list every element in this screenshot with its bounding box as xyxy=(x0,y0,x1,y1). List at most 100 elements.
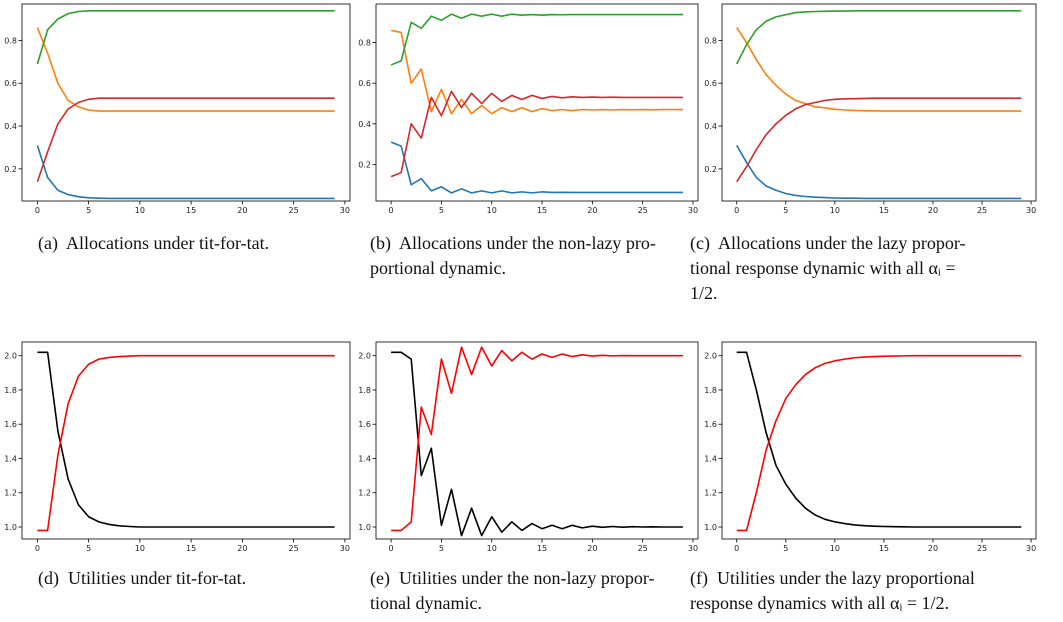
x-tick-label: 30 xyxy=(340,206,350,215)
x-tick-label: 0 xyxy=(389,544,394,553)
y-tick-label: 0.2 xyxy=(358,160,371,169)
series-line-2 xyxy=(390,13,683,66)
series-line-1 xyxy=(37,354,335,532)
y-tick-label: 2.0 xyxy=(358,352,371,361)
x-tick-label: 30 xyxy=(1026,206,1036,215)
chart-e-svg: 0 5 10 15 20 25 30 1.0 1.2 1.4 1.6 1.8 2.0 xyxy=(358,341,699,553)
y-tick-label: 1.8 xyxy=(4,386,17,395)
x-tick-label: 25 xyxy=(638,206,648,215)
x-tick-label: 20 xyxy=(928,206,938,215)
y-tick-label: 1.2 xyxy=(4,489,17,498)
axes-frame xyxy=(375,341,699,540)
series-line-1 xyxy=(36,27,335,112)
chart-e: 0 5 10 15 20 25 30 1.0 1.2 1.4 1.6 1.8 2.0 xyxy=(352,338,699,553)
y-tick-label: 2.0 xyxy=(4,352,17,361)
x-tick-label: 5 xyxy=(783,544,788,553)
chart-a: 0 5 10 15 20 25 30 0.2 0.4 0.6 0.8 xyxy=(0,0,351,215)
x-tick-label: 5 xyxy=(439,544,444,553)
y-tick-label: 1.4 xyxy=(4,454,17,463)
y-tick-label: 0.4 xyxy=(704,122,717,131)
series-line-1 xyxy=(736,354,1022,532)
chart-c: 0 5 10 15 20 25 30 0.2 0.4 0.6 0.8 xyxy=(700,0,1063,215)
y-tick-label: 1.0 xyxy=(4,523,17,532)
series-line-0 xyxy=(736,351,1022,528)
series-line-2 xyxy=(36,10,335,65)
x-tick-label: 0 xyxy=(35,544,40,553)
x-tick-label: 5 xyxy=(439,206,444,215)
x-tick-label: 15 xyxy=(537,544,547,553)
series-line-3 xyxy=(36,97,335,182)
caption-d: (d) Utilities under tit-for-tat. xyxy=(38,568,247,588)
series-line-0 xyxy=(391,351,683,537)
x-tick-label: 25 xyxy=(289,206,299,215)
y-tick-label: 0.2 xyxy=(704,165,717,174)
x-tick-label: 5 xyxy=(86,206,91,215)
x-tick-label: 30 xyxy=(1026,544,1036,553)
y-tick-label: 0.6 xyxy=(358,79,371,88)
y-tick-label: 1.4 xyxy=(358,454,371,463)
y-tick-label: 1.4 xyxy=(704,454,717,463)
x-tick-label: 15 xyxy=(879,206,889,215)
series-line-0 xyxy=(390,141,683,194)
chart-b-svg: 0 5 10 15 20 25 30 0.2 0.4 0.6 0.8 xyxy=(358,3,699,215)
series-line-1 xyxy=(736,27,1022,112)
x-tick-label: 25 xyxy=(638,544,648,553)
y-tick-label: 2.0 xyxy=(704,352,717,361)
x-tick-label: 15 xyxy=(186,206,196,215)
y-tick-label: 1.0 xyxy=(358,523,371,532)
x-tick-label: 15 xyxy=(186,544,196,553)
axes-frame xyxy=(721,341,1037,540)
y-tick-label: 0.8 xyxy=(704,36,717,45)
series-line-0 xyxy=(37,351,335,528)
x-tick-label: 20 xyxy=(237,544,247,553)
chart-c-svg: 0 5 10 15 20 25 30 0.2 0.4 0.6 0.8 xyxy=(704,3,1037,215)
y-tick-label: 1.0 xyxy=(704,523,717,532)
x-tick-label: 10 xyxy=(135,544,145,553)
x-tick-label: 0 xyxy=(734,544,739,553)
series-line-3 xyxy=(390,90,683,178)
x-tick-label: 30 xyxy=(688,544,698,553)
caption-a: (a) Allocations under tit-for-tat. xyxy=(38,233,270,253)
chart-b: 0 5 10 15 20 25 30 0.2 0.4 0.6 0.8 xyxy=(352,0,699,215)
caption-e: (e) Utilities under the non-lazy propor-… xyxy=(370,568,655,613)
x-tick-label: 10 xyxy=(830,206,840,215)
x-tick-label: 20 xyxy=(237,206,247,215)
y-tick-label: 0.4 xyxy=(358,120,371,129)
axes-frame xyxy=(21,3,351,202)
x-tick-label: 0 xyxy=(35,206,40,215)
x-tick-label: 25 xyxy=(977,544,987,553)
x-tick-label: 10 xyxy=(487,544,497,553)
x-tick-label: 10 xyxy=(135,206,145,215)
x-tick-label: 20 xyxy=(928,544,938,553)
chart-d-svg: 0 5 10 15 20 25 30 1.0 1.2 1.4 1.6 1.8 2.0 xyxy=(4,341,351,553)
x-tick-label: 5 xyxy=(783,206,788,215)
y-tick-label: 1.8 xyxy=(704,386,717,395)
x-tick-label: 20 xyxy=(587,206,597,215)
y-tick-label: 0.6 xyxy=(704,79,717,88)
y-tick-label: 0.2 xyxy=(4,165,17,174)
x-tick-label: 0 xyxy=(389,206,394,215)
x-tick-label: 5 xyxy=(86,544,91,553)
axes-frame xyxy=(721,3,1037,202)
x-tick-label: 15 xyxy=(879,544,889,553)
axes-frame xyxy=(375,3,699,202)
x-tick-label: 15 xyxy=(537,206,547,215)
x-tick-label: 25 xyxy=(977,206,987,215)
series-line-1 xyxy=(390,29,683,115)
series-line-0 xyxy=(736,144,1022,200)
y-tick-label: 1.6 xyxy=(358,420,371,429)
y-tick-label: 1.2 xyxy=(358,489,371,498)
caption-b: (b) Allocations under the non-lazy pro- … xyxy=(370,233,656,278)
x-tick-label: 25 xyxy=(289,544,299,553)
chart-f: 0 5 10 15 20 25 30 1.0 1.2 1.4 1.6 1.8 2.0 xyxy=(700,338,1063,553)
series-line-1 xyxy=(391,346,683,532)
y-tick-label: 1.2 xyxy=(704,489,717,498)
axes-frame xyxy=(21,341,351,540)
y-tick-label: 1.6 xyxy=(4,420,17,429)
series-line-3 xyxy=(736,97,1022,183)
chart-f-svg: 0 5 10 15 20 25 30 1.0 1.2 1.4 1.6 1.8 2.0 xyxy=(704,341,1037,553)
caption-f: (f) Utilities under the lazy proportiona… xyxy=(690,568,975,613)
series-line-0 xyxy=(36,145,335,200)
x-tick-label: 20 xyxy=(587,544,597,553)
caption-c: (c) Allocations under the lazy propor- t… xyxy=(690,233,966,303)
